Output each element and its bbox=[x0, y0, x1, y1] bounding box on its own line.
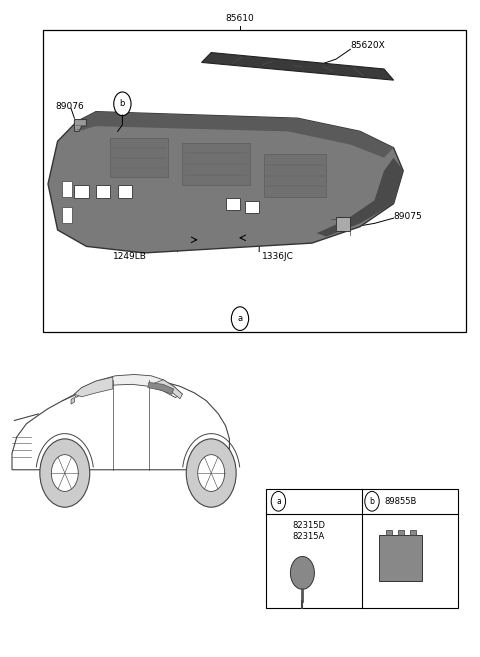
Text: 82315D: 82315D bbox=[293, 521, 326, 530]
Bar bbox=[264, 154, 326, 197]
Bar bbox=[379, 535, 422, 581]
Bar bbox=[118, 185, 132, 198]
Bar bbox=[386, 530, 392, 535]
Circle shape bbox=[271, 491, 286, 511]
Text: 1249LB: 1249LB bbox=[112, 252, 146, 261]
Bar bbox=[182, 143, 250, 185]
Circle shape bbox=[231, 307, 249, 330]
Bar bbox=[43, 30, 466, 332]
Polygon shape bbox=[77, 112, 394, 158]
Bar bbox=[245, 201, 259, 213]
Text: b: b bbox=[120, 99, 125, 108]
Bar bbox=[410, 530, 416, 535]
Circle shape bbox=[40, 439, 90, 507]
Polygon shape bbox=[48, 112, 403, 253]
Circle shape bbox=[51, 455, 78, 491]
Bar bbox=[226, 198, 240, 210]
Bar bbox=[62, 207, 72, 223]
Polygon shape bbox=[74, 377, 113, 397]
Polygon shape bbox=[202, 53, 394, 80]
Polygon shape bbox=[317, 158, 403, 237]
Polygon shape bbox=[336, 217, 350, 231]
Text: 89855B: 89855B bbox=[384, 497, 416, 506]
Polygon shape bbox=[71, 397, 74, 404]
Circle shape bbox=[114, 92, 131, 116]
Circle shape bbox=[365, 491, 379, 511]
Text: 89076: 89076 bbox=[55, 102, 84, 111]
Polygon shape bbox=[148, 382, 174, 394]
Circle shape bbox=[290, 556, 314, 589]
Polygon shape bbox=[74, 120, 86, 131]
Text: 1336JC: 1336JC bbox=[262, 252, 293, 261]
Text: a: a bbox=[276, 497, 281, 506]
Bar bbox=[110, 138, 168, 177]
Circle shape bbox=[186, 439, 236, 507]
Polygon shape bbox=[12, 380, 229, 470]
Text: 85610: 85610 bbox=[226, 14, 254, 23]
Circle shape bbox=[198, 455, 225, 491]
Bar bbox=[96, 185, 110, 198]
Text: a: a bbox=[238, 314, 242, 323]
Bar bbox=[398, 530, 404, 535]
Polygon shape bbox=[151, 380, 182, 399]
Polygon shape bbox=[74, 374, 182, 397]
Text: 85620X: 85620X bbox=[350, 41, 385, 51]
Text: 82315A: 82315A bbox=[293, 532, 325, 541]
Bar bbox=[62, 181, 72, 197]
Text: 89075: 89075 bbox=[394, 212, 422, 221]
Bar bbox=[74, 185, 89, 198]
Bar bbox=[266, 489, 458, 608]
Text: b: b bbox=[370, 497, 374, 506]
